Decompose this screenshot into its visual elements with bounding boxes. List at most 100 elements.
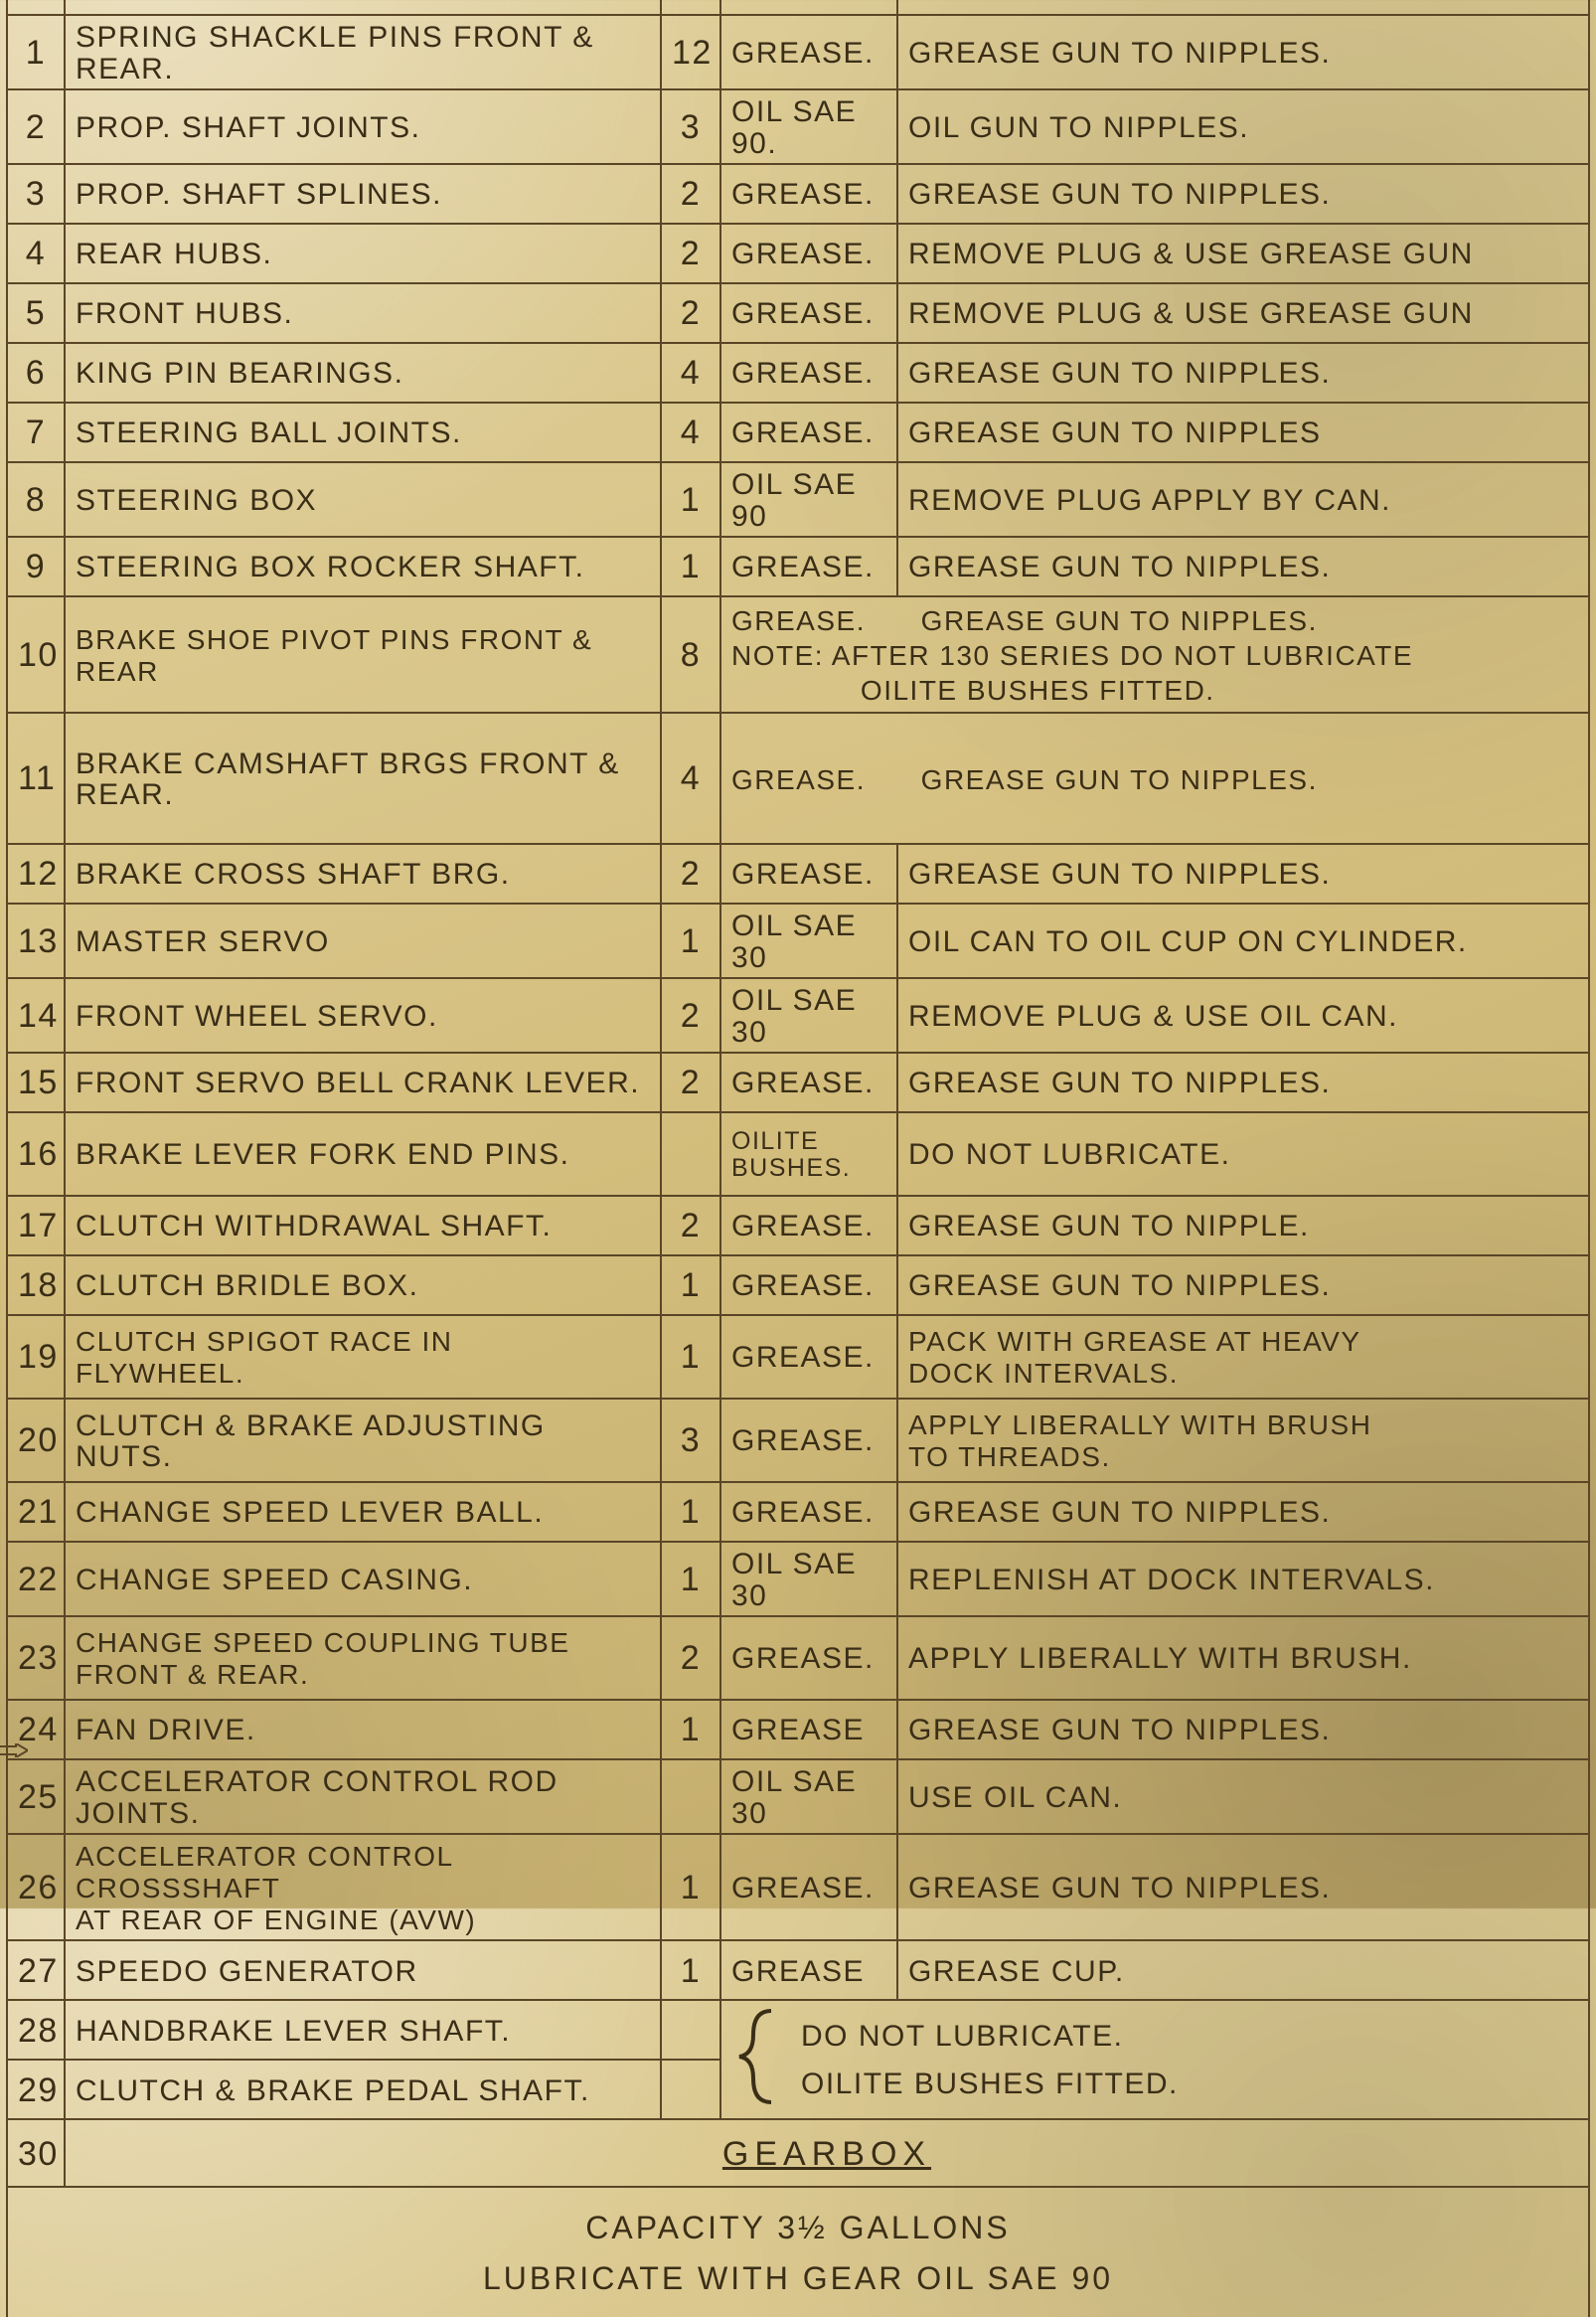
row-item: HANDBRAKE LEVER SHAFT. [65, 2000, 661, 2060]
table-row: 24FAN DRIVE.1GREASEGREASE GUN TO NIPPLES… [7, 1700, 1589, 1759]
row-item: SPRING SHACKLE PINS FRONT & REAR. [65, 15, 661, 89]
row-number: 9 [7, 537, 65, 596]
row-item: BRAKE LEVER FORK END PINS. [65, 1112, 661, 1196]
row-lubricant: GREASE [720, 1700, 897, 1759]
row-number: 17 [7, 1196, 65, 1255]
table-row: 3PROP. SHAFT SPLINES.2GREASE.GREASE GUN … [7, 164, 1589, 224]
row-application: REPLENISH AT DOCK INTERVALS. [897, 1542, 1589, 1616]
row-qty: 1 [661, 1255, 720, 1315]
row-qty: 1 [661, 462, 720, 537]
row-lubricant: GREASE. [720, 1053, 897, 1112]
table-row: 8STEERING BOX1OIL SAE 90REMOVE PLUG APPL… [7, 462, 1589, 537]
row-number: 10 [7, 596, 65, 713]
table-row: 21CHANGE SPEED LEVER BALL.1GREASE.GREASE… [7, 1482, 1589, 1542]
row-application: GREASE CUP. [897, 1940, 1589, 2000]
table-row: 16BRAKE LEVER FORK END PINS.OILITEBUSHES… [7, 1112, 1589, 1196]
table-row: 9STEERING BOX ROCKER SHAFT.1GREASE.GREAS… [7, 537, 1589, 596]
table-row: 20CLUTCH & BRAKE ADJUSTING NUTS.3GREASE.… [7, 1399, 1589, 1482]
row-qty: 4 [661, 713, 720, 844]
row-item: BRAKE SHOE PIVOT PINS FRONT & REAR [65, 596, 661, 713]
row-lubricant: GREASE. [720, 844, 897, 904]
row-item: STEERING BOX ROCKER SHAFT. [65, 537, 661, 596]
row-number: 20 [7, 1399, 65, 1482]
row-item: STEERING BOX [65, 462, 661, 537]
row-qty: 2 [661, 283, 720, 343]
row-number: 3 [7, 164, 65, 224]
row-application: REMOVE PLUG APPLY BY CAN. [897, 462, 1589, 537]
row-lubricant: OIL SAE 30 [720, 978, 897, 1053]
row-lubricant: OIL SAE 30 [720, 1759, 897, 1834]
row-number: 8 [7, 462, 65, 537]
row-lubricant: GREASE. [720, 1834, 897, 1940]
row-lubricant: GREASE. [720, 403, 897, 462]
row-number: 22 [7, 1542, 65, 1616]
row-item: FRONT HUBS. [65, 283, 661, 343]
table-row: 25ACCELERATOR CONTROL ROD JOINTS.OIL SAE… [7, 1759, 1589, 1834]
row-number: 27 [7, 1940, 65, 2000]
gearbox-heading: GEARBOX [65, 2119, 1589, 2187]
row-lubricant: OIL SAE 30 [720, 1542, 897, 1616]
row-lubricant: OILITEBUSHES. [720, 1112, 897, 1196]
row-lubricant: GREASE. [720, 224, 897, 283]
row-application: REMOVE PLUG & USE OIL CAN. [897, 978, 1589, 1053]
row-lubricant: GREASE. [720, 164, 897, 224]
row-application: USE OIL CAN. [897, 1759, 1589, 1834]
row-number: 28 [7, 2000, 65, 2060]
row-qty [661, 1112, 720, 1196]
row-qty: 2 [661, 978, 720, 1053]
table-row: 11BRAKE CAMSHAFT BRGS FRONT & REAR.4GREA… [7, 713, 1589, 844]
row-number: 18 [7, 1255, 65, 1315]
table-row: 17CLUTCH WITHDRAWAL SHAFT.2GREASE.GREASE… [7, 1196, 1589, 1255]
row-lubricant: OIL SAE 30 [720, 904, 897, 978]
table-row: 18CLUTCH BRIDLE BOX.1GREASE.GREASE GUN T… [7, 1255, 1589, 1315]
table-row: 23CHANGE SPEED COUPLING TUBEFRONT & REAR… [7, 1616, 1589, 1700]
brace-icon [735, 2007, 781, 2106]
row-item: PROP. SHAFT SPLINES. [65, 164, 661, 224]
table-row: 1SPRING SHACKLE PINS FRONT & REAR.12GREA… [7, 15, 1589, 89]
row-lubricant: GREASE. [720, 283, 897, 343]
row-item: SPEEDO GENERATOR [65, 1940, 661, 2000]
row-lubricant: GREASE. [720, 1399, 897, 1482]
row-application: PACK WITH GREASE AT HEAVYDOCK INTERVALS. [897, 1315, 1589, 1399]
row-qty: 1 [661, 1315, 720, 1399]
row-qty: 1 [661, 1542, 720, 1616]
row-item: CHANGE SPEED COUPLING TUBEFRONT & REAR. [65, 1616, 661, 1700]
row-lubricant: GREASE. [720, 343, 897, 403]
row-qty: 1 [661, 537, 720, 596]
row-qty: 8 [661, 596, 720, 713]
table-row: 30GEARBOX [7, 2119, 1589, 2187]
row-application: DO NOT LUBRICATE. [897, 1112, 1589, 1196]
row-lub-app: GREASE. GREASE GUN TO NIPPLES. NOTE: AFT… [720, 596, 1589, 713]
lubrication-chart-table: 1SPRING SHACKLE PINS FRONT & REAR.12GREA… [6, 0, 1590, 2317]
row-qty: 2 [661, 1196, 720, 1255]
table-row: 28HANDBRAKE LEVER SHAFT.DO NOT LUBRICATE… [7, 2000, 1589, 2060]
table-row: 7STEERING BALL JOINTS.4GREASE.GREASE GUN… [7, 403, 1589, 462]
table-row: 26ACCELERATOR CONTROL CROSSSHAFTAT REAR … [7, 1834, 1589, 1940]
table-row: 5FRONT HUBS.2GREASE.REMOVE PLUG & USE GR… [7, 283, 1589, 343]
row-qty: 3 [661, 89, 720, 164]
row-application: GREASE GUN TO NIPPLES. [897, 1834, 1589, 1940]
row-number: 30 [7, 2119, 65, 2187]
row-item: CLUTCH WITHDRAWAL SHAFT. [65, 1196, 661, 1255]
row-qty: 4 [661, 403, 720, 462]
row-number: 26 [7, 1834, 65, 1940]
row-application: OIL GUN TO NIPPLES. [897, 89, 1589, 164]
row-qty: 2 [661, 224, 720, 283]
row-item: BRAKE CROSS SHAFT BRG. [65, 844, 661, 904]
row-number: 21 [7, 1482, 65, 1542]
row-qty: 1 [661, 1834, 720, 1940]
row-number: 13 [7, 904, 65, 978]
row-application: APPLY LIBERALLY WITH BRUSH. [897, 1616, 1589, 1700]
row-lubricant: GREASE. [720, 1255, 897, 1315]
gearbox-capacity-text: CAPACITY 3½ GALLONSLUBRICATE WITH GEAR O… [7, 2187, 1589, 2317]
row-item: ACCELERATOR CONTROL ROD JOINTS. [65, 1759, 661, 1834]
row-application: GREASE GUN TO NIPPLES. [897, 164, 1589, 224]
row-application: GREASE GUN TO NIPPLES. [897, 537, 1589, 596]
row-item: CLUTCH SPIGOT RACE INFLYWHEEL. [65, 1315, 661, 1399]
row-item: CLUTCH & BRAKE PEDAL SHAFT. [65, 2060, 661, 2119]
row-qty [661, 2000, 720, 2060]
row-application: APPLY LIBERALLY WITH BRUSHTO THREADS. [897, 1399, 1589, 1482]
row-number: 4 [7, 224, 65, 283]
row-application: GREASE GUN TO NIPPLES. [897, 1255, 1589, 1315]
row-lubricant: GREASE. [720, 1196, 897, 1255]
